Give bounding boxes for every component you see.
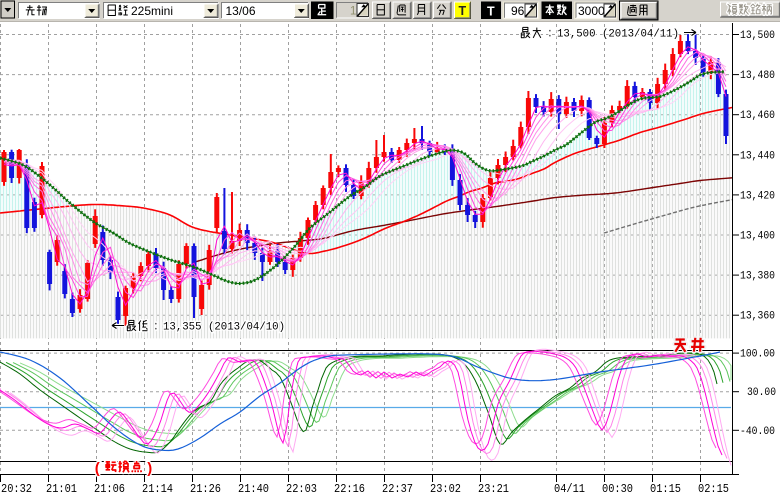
svg-text:100.00: 100.00 <box>740 349 775 361</box>
svg-text:02:15: 02:15 <box>698 482 729 496</box>
svg-text:21:01: 21:01 <box>46 482 77 496</box>
svg-text:-40.00: -40.00 <box>740 426 775 438</box>
svg-text:22:37: 22:37 <box>382 482 413 496</box>
svg-text:1: 1 <box>350 6 356 18</box>
svg-text:30.00: 30.00 <box>747 387 776 399</box>
svg-text:): ) <box>145 461 154 478</box>
svg-text:13,500 (2013/04/11): 13,500 (2013/04/11) <box>557 29 679 41</box>
svg-text:21:40: 21:40 <box>238 482 269 496</box>
svg-text:(: ( <box>93 461 102 478</box>
svg-text:22:03: 22:03 <box>286 482 317 496</box>
svg-text:13,360: 13,360 <box>740 311 775 323</box>
svg-text:13,420: 13,420 <box>740 190 775 202</box>
svg-text:13,460: 13,460 <box>740 110 775 122</box>
svg-text:04/11: 04/11 <box>554 482 585 496</box>
svg-text:T: T <box>459 4 467 18</box>
svg-text:3000: 3000 <box>578 4 605 18</box>
svg-text:13,380: 13,380 <box>740 271 775 283</box>
svg-text:21:14: 21:14 <box>142 482 173 496</box>
svg-text:21:06: 21:06 <box>94 482 125 496</box>
svg-text:01:15: 01:15 <box>650 482 681 496</box>
svg-text:T: T <box>487 5 495 19</box>
svg-text:20:32: 20:32 <box>1 482 32 496</box>
svg-text:13,500: 13,500 <box>740 30 775 42</box>
svg-text:13,355 (2013/04/10): 13,355 (2013/04/10) <box>163 322 285 334</box>
svg-text:13,480: 13,480 <box>740 70 775 82</box>
svg-text:21:26: 21:26 <box>190 482 221 496</box>
svg-text:23:21: 23:21 <box>478 482 509 496</box>
svg-text:23:02: 23:02 <box>430 482 461 496</box>
svg-text:13/06: 13/06 <box>226 4 256 18</box>
svg-text:13,400: 13,400 <box>740 231 775 243</box>
svg-text:225mini: 225mini <box>131 4 173 18</box>
svg-text:22:16: 22:16 <box>334 482 365 496</box>
svg-text:13,440: 13,440 <box>740 150 775 162</box>
svg-text:00:30: 00:30 <box>602 482 633 496</box>
svg-text:96: 96 <box>511 4 525 18</box>
